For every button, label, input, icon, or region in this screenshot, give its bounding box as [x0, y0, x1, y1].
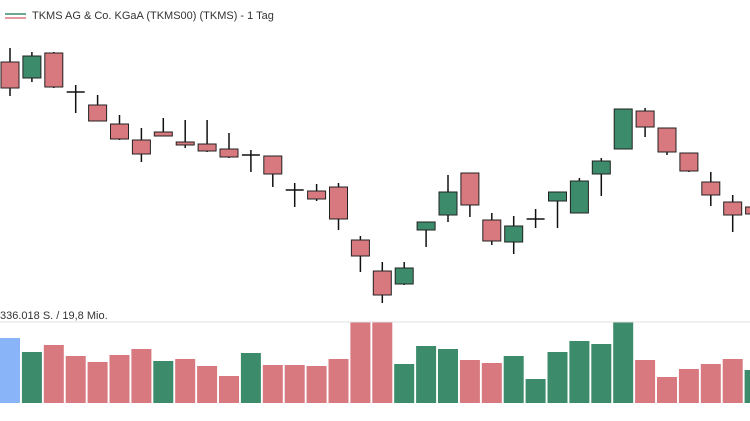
volume-bar	[678, 369, 699, 403]
volume-bar	[613, 322, 634, 403]
candle-body	[131, 139, 151, 155]
volume-bar	[175, 359, 196, 403]
candle-body	[482, 219, 502, 242]
volume-bar	[591, 344, 612, 403]
candle-body	[197, 143, 217, 152]
volume-bar	[394, 364, 415, 403]
volume-bar	[547, 352, 568, 403]
volume-bar	[328, 359, 349, 403]
candle-body	[263, 155, 283, 175]
candle-body	[0, 61, 20, 89]
candle-body	[613, 108, 633, 150]
chart-title: TKMS AG & Co. KGaA (TKMS00) (TKMS) - 1 T…	[32, 10, 274, 22]
candle-body	[88, 104, 108, 122]
candle-body	[307, 190, 327, 200]
candle-body	[679, 152, 699, 172]
volume-bar	[0, 338, 20, 403]
volume-bar	[372, 322, 393, 403]
candle-body	[394, 267, 414, 285]
candle-body	[175, 141, 195, 146]
volume-bar	[481, 363, 502, 403]
volume-bar	[503, 356, 524, 403]
volume-bar	[416, 346, 437, 403]
volume-panel	[0, 322, 750, 403]
candle-body	[22, 55, 42, 79]
candle-body	[44, 52, 64, 88]
volume-bar	[21, 352, 42, 403]
candle-body	[504, 225, 524, 243]
candle-body	[701, 181, 721, 196]
volume-bar	[219, 376, 239, 403]
volume-bar	[262, 365, 283, 403]
volume-bar	[657, 377, 677, 403]
volume-bar	[240, 353, 261, 403]
volume-bar	[700, 364, 721, 403]
volume-bar	[459, 360, 480, 403]
volume-bar	[284, 365, 305, 403]
candle-body	[745, 206, 750, 215]
volume-bar	[87, 362, 108, 403]
volume-bar	[109, 355, 130, 403]
volume-bar	[569, 341, 590, 403]
candle-body	[219, 148, 239, 158]
candle-body	[438, 191, 458, 216]
candle-body	[329, 186, 348, 220]
volume-bar	[65, 356, 86, 403]
volume-bar	[635, 360, 656, 403]
volume-bar	[525, 379, 546, 403]
candle-body	[723, 201, 743, 216]
candle-body	[548, 191, 567, 202]
volume-bar	[153, 361, 174, 403]
candle-body	[110, 123, 129, 140]
candle-body	[350, 239, 370, 257]
volume-title: 336.018 S. / 19,8 Mio.	[0, 310, 108, 322]
candle-body	[460, 172, 480, 206]
candle-body	[591, 160, 611, 175]
candle-body	[416, 221, 436, 231]
volume-bar	[306, 366, 327, 403]
volume-bar	[350, 322, 371, 403]
volume-bar	[197, 366, 218, 403]
candle-body	[569, 180, 589, 214]
candle-body	[635, 110, 655, 128]
candle-body	[372, 270, 392, 296]
volume-bar	[43, 345, 64, 403]
volume-bar	[131, 349, 152, 403]
candle-body	[153, 131, 173, 137]
volume-bar	[722, 359, 743, 403]
volume-bar	[438, 349, 458, 403]
volume-bar	[744, 370, 750, 403]
candle-body	[657, 127, 677, 153]
price-panel	[0, 48, 750, 303]
